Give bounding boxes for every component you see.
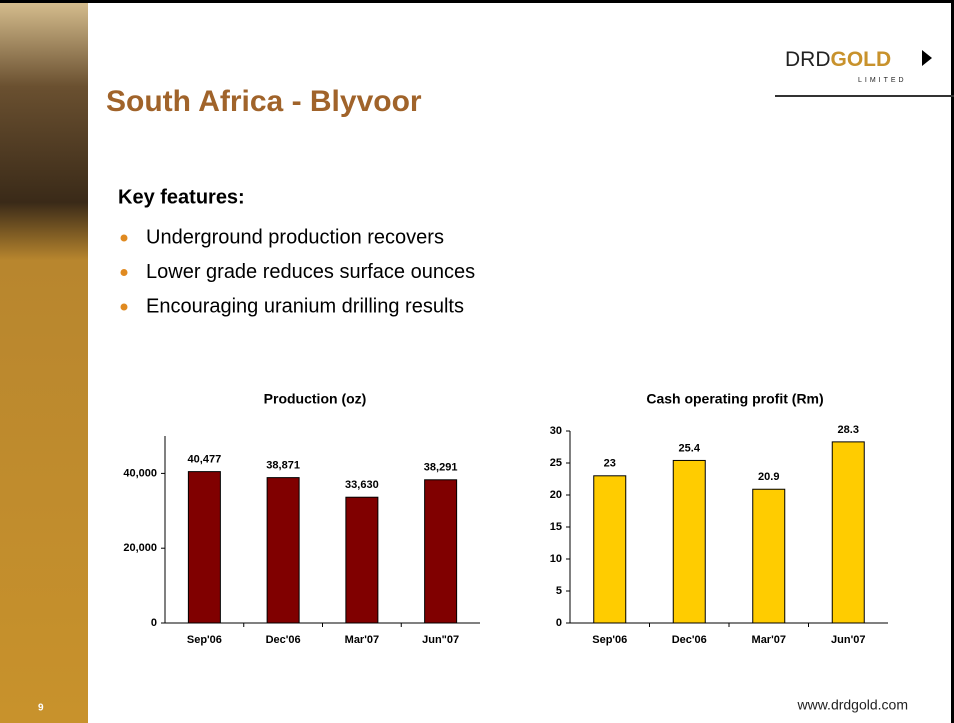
y-tick-label: 25	[550, 457, 562, 469]
bar	[752, 488, 786, 624]
x-tick-label: Sep'06	[592, 634, 627, 646]
y-tick-label: 20	[550, 489, 562, 501]
bullet-text: Lower grade reduces surface ounces	[146, 261, 475, 283]
x-tick-label: Dec'06	[266, 634, 301, 646]
bar	[424, 479, 458, 624]
bullet-text: Underground production recovers	[146, 226, 444, 248]
chart-title: Cash operating profit (Rm)	[646, 391, 823, 407]
bar	[266, 477, 300, 624]
y-tick-label: 15	[550, 521, 562, 533]
right-border	[951, 0, 954, 723]
bar	[672, 459, 706, 624]
value-label: 38,291	[424, 462, 458, 474]
side-strip	[0, 0, 88, 723]
x-tick-label: Mar'07	[345, 634, 379, 646]
y-tick-label: 10	[550, 553, 562, 565]
bar	[345, 496, 379, 624]
page-number: 9	[38, 703, 44, 714]
x-tick-label: Dec'06	[672, 634, 707, 646]
bar	[593, 475, 627, 624]
bullet-text: Encouraging uranium drilling results	[146, 295, 464, 317]
x-tick-label: Mar'07	[752, 634, 786, 646]
value-label: 23	[604, 458, 616, 470]
chart-title: Production (oz)	[264, 391, 367, 407]
value-label: 38,871	[266, 460, 300, 472]
logo-subtitle: LIMITED	[858, 77, 907, 84]
y-tick-label: 20,000	[123, 542, 157, 554]
x-tick-label: Sep'06	[187, 634, 222, 646]
slide-title: South Africa - Blyvoor	[106, 85, 422, 118]
value-label: 33,630	[345, 479, 379, 491]
value-label: 40,477	[188, 454, 222, 466]
bullet-dot	[120, 303, 128, 311]
heading: Key features:	[118, 186, 245, 208]
value-label: 25.4	[679, 442, 701, 454]
y-tick-label: 0	[151, 617, 157, 629]
bar	[187, 471, 221, 624]
y-tick-label: 30	[550, 425, 562, 437]
bullet-dot	[120, 269, 128, 276]
logo: DRDGOLD	[785, 48, 891, 71]
x-tick-label: Jun"07	[422, 634, 459, 646]
footer: www.drdgold.com	[797, 697, 909, 713]
top-border	[0, 0, 954, 3]
logo-arrow	[922, 50, 932, 66]
y-tick-label: 5	[556, 585, 562, 597]
y-tick-label: 0	[556, 617, 562, 629]
logo-highlight: GOLD	[831, 48, 892, 71]
logo-text: DRD	[785, 48, 831, 71]
x-tick-label: Jun'07	[831, 634, 865, 646]
y-tick-label: 40,000	[123, 467, 157, 479]
bullet-dot	[120, 234, 128, 242]
value-label: 20.9	[758, 471, 779, 483]
value-label: 28.3	[838, 424, 859, 436]
bar	[831, 441, 865, 624]
